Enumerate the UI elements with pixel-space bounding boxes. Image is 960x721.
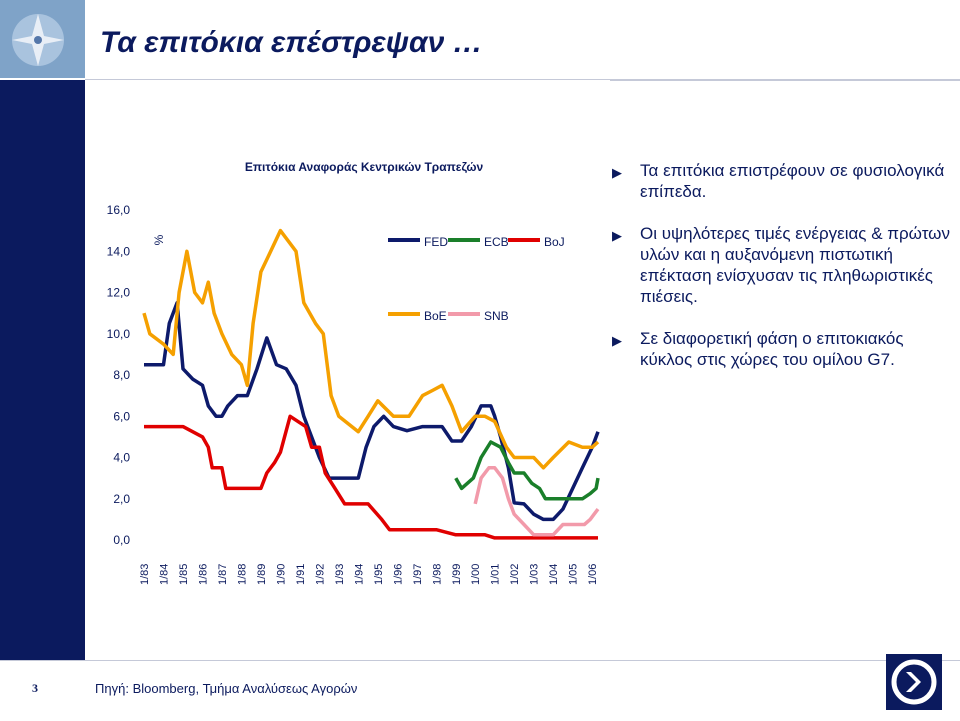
x-tick-label: 1/95: [373, 564, 385, 585]
y-tick-label: 0,0: [113, 533, 130, 547]
y-axis-ticks: 16,0 14,0 12,0 10,0 8,0 6,0 4,0 2,0 0,0: [107, 203, 131, 547]
triangle-bullet-icon: ▶: [612, 165, 622, 180]
y-axis-label: %: [152, 234, 166, 245]
legend-label-boj: BoJ: [544, 235, 565, 249]
slide-title: Τα επιτόκια επέστρεψαν …: [100, 26, 483, 59]
source-note: Πηγή: Bloomberg, Τμήμα Αναλύσεως Αγορών: [95, 681, 358, 696]
x-tick-label: 1/05: [568, 564, 580, 585]
y-tick-label: 6,0: [113, 409, 130, 423]
bullet-item: ▶ Τα επιτόκια επιστρέφουν σε φυσιολογικά …: [600, 160, 955, 202]
x-tick-label: 1/93: [334, 564, 346, 585]
x-tick-label: 1/91: [295, 564, 307, 585]
y-tick-label: 4,0: [113, 451, 130, 465]
x-tick-label: 1/85: [178, 564, 190, 585]
x-tick-label: 1/04: [548, 564, 560, 585]
slide-footer: 3 Πηγή: Bloomberg, Τμήμα Αναλύσεως Αγορώ…: [0, 660, 960, 721]
bullet-text: Σε διαφορετική φάση ο επιτοκιακός κύκλος…: [640, 329, 904, 369]
y-tick-label: 10,0: [107, 327, 131, 341]
series-line-snb: [473, 466, 600, 537]
y-tick-label: 8,0: [113, 368, 130, 382]
chart-panel: [85, 80, 610, 660]
chart-title: Επιτόκια Αναφοράς Κεντρικών Τραπεζών: [245, 160, 484, 174]
triangle-bullet-icon: ▶: [612, 228, 622, 243]
page-number: 3: [32, 681, 38, 695]
y-tick-label: 16,0: [107, 203, 131, 217]
x-tick-label: 1/88: [236, 564, 248, 585]
navy-sidebar: [0, 80, 85, 660]
bullet-item: ▶ Οι υψηλότερες τιμές ενέργειας & πρώτων …: [600, 223, 955, 307]
x-tick-label: 1/98: [431, 564, 443, 585]
x-tick-label: 1/97: [412, 564, 424, 585]
x-tick-label: 1/86: [197, 564, 209, 585]
bank-logo-icon: [886, 654, 942, 710]
x-tick-label: 1/00: [470, 564, 482, 585]
series-line-fed: [144, 301, 600, 522]
x-tick-label: 1/96: [392, 564, 404, 585]
x-tick-label: 1/94: [353, 564, 365, 585]
x-tick-label: 1/89: [256, 564, 268, 585]
x-tick-label: 1/92: [314, 564, 326, 585]
y-tick-label: 2,0: [113, 492, 130, 506]
x-tick-label: 1/90: [275, 564, 287, 585]
chart-legend: FED ECB BoJ BoE SNB: [388, 235, 565, 323]
legend-label-ecb: ECB: [484, 235, 509, 249]
legend-label-fed: FED: [424, 235, 448, 249]
bullet-text: Τα επιτόκια επιστρέφουν σε φυσιολογικά ε…: [640, 161, 945, 201]
triangle-bullet-icon: ▶: [612, 333, 622, 348]
x-axis-ticks: 1/83 1/84 1/85 1/86 1/87 1/88 1/89 1/90 1/91 1/92…: [139, 564, 599, 585]
legend-label-boe: BoE: [424, 309, 447, 323]
series-line-ecb: [454, 440, 600, 501]
x-tick-label: 1/83: [139, 564, 151, 585]
x-tick-label: 1/02: [509, 564, 521, 585]
x-tick-label: 1/01: [490, 564, 502, 585]
legend-label-snb: SNB: [484, 309, 509, 323]
series-line-boj: [144, 414, 598, 540]
x-tick-label: 1/99: [451, 564, 463, 585]
series-line-boe: [142, 228, 600, 470]
x-tick-label: 1/03: [529, 564, 541, 585]
bullet-text: Οι υψηλότερες τιμές ενέργειας & πρώτων υ…: [640, 224, 950, 306]
bullet-list: ▶ Τα επιτόκια επιστρέφουν σε φυσιολογικά …: [600, 160, 955, 391]
x-tick-label: 1/87: [217, 564, 229, 585]
bullet-item: ▶ Σε διαφορετική φάση ο επιτοκιακός κύκλο…: [600, 328, 955, 370]
y-tick-label: 14,0: [107, 244, 131, 258]
x-tick-label: 1/06: [587, 564, 599, 585]
series-lines: [142, 228, 600, 540]
compass-logo-icon: [0, 0, 85, 78]
x-tick-label: 1/84: [158, 564, 170, 585]
y-tick-label: 12,0: [107, 286, 131, 300]
